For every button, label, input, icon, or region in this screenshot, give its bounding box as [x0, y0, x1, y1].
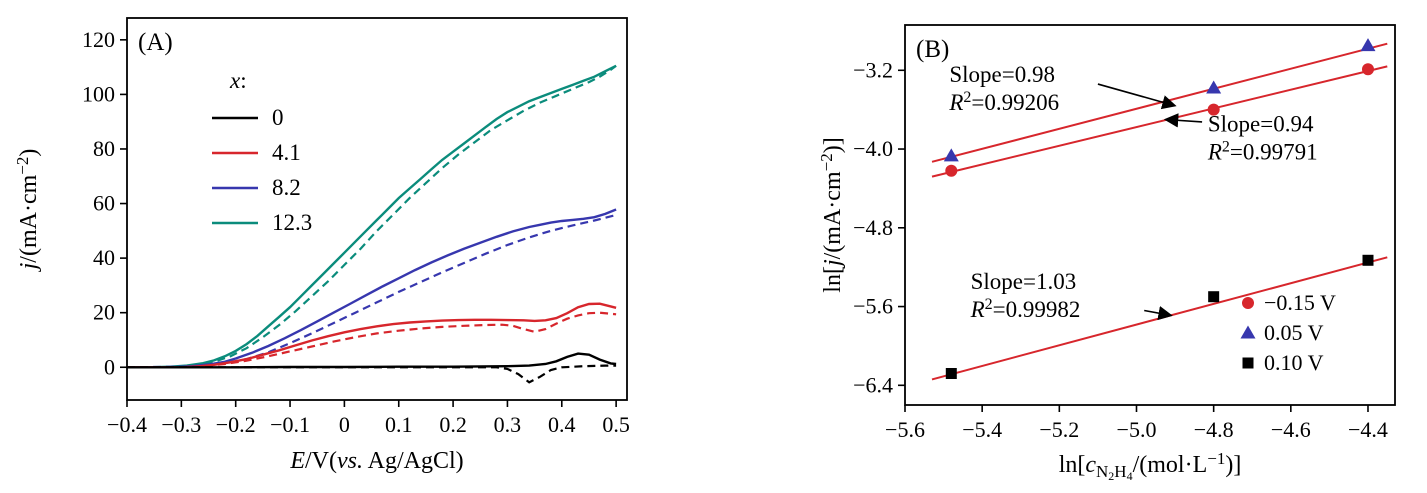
legend-label: 0.05 V: [1264, 320, 1324, 345]
x-axis-label: ln[cN2H4/(mol·L−1)]: [1059, 449, 1242, 483]
marker-square: [1208, 291, 1220, 303]
marker-circle: [1242, 297, 1254, 309]
x-tick-label: 0.3: [494, 412, 522, 437]
annotation-line: R2=0.99791: [1207, 138, 1318, 164]
panel-a-chart: −0.4 −0.3 −0.2 −0.1 0 0.1 0.2 0.3 0.4 0.5 0 20 40 60 8…: [13, 17, 630, 474]
y-tick-label: −3.2: [853, 57, 893, 82]
x-tick-label: 0: [339, 412, 350, 437]
marker-square: [945, 367, 957, 379]
plot-box: [904, 24, 1396, 406]
annotation-arrow: [1097, 83, 1177, 110]
data-points-0.05 V: [943, 38, 1376, 162]
y-tick-label: −4.0: [853, 136, 893, 161]
y-axis-label: ln[j/(mA·cm−2)]: [817, 137, 846, 292]
x-tick-label: −4.4: [1348, 417, 1388, 442]
fit-line: [931, 42, 1388, 163]
legend-label: 8.2: [272, 175, 301, 200]
y-tick-label: 0: [104, 354, 115, 379]
fit-line: [931, 65, 1388, 178]
x-tick-label: −5.4: [962, 417, 1002, 442]
x-tick-label: −0.2: [216, 412, 256, 437]
y-tick-label: 120: [82, 27, 115, 52]
y-tick-label: 60: [93, 191, 115, 216]
marker-triangle: [943, 148, 959, 162]
legend-label: 0.10 V: [1264, 350, 1324, 375]
x-tick-label: 0.1: [385, 412, 413, 437]
legend-title: x:: [229, 68, 247, 93]
x-tick-label: 0.5: [602, 412, 630, 437]
x-axis-label: E/V(vs. Ag/AgCl): [289, 448, 463, 474]
y-tick-label: 20: [93, 300, 115, 325]
marker-triangle: [1206, 80, 1222, 94]
annotation-line: Slope=0.94: [1208, 111, 1314, 136]
annotation-line: Slope=0.98: [949, 62, 1055, 87]
annotation-arrow: [1163, 113, 1203, 128]
y-tick-label: 100: [82, 81, 115, 106]
x-tick-label: −5.0: [1117, 417, 1157, 442]
annotation-line: Slope=1.03: [971, 269, 1077, 294]
y-tick-label: 80: [93, 136, 115, 161]
marker-square: [1362, 254, 1374, 266]
panel-b-chart: −5.6 −5.4 −5.2 −5.0 −4.8 −4.6 −4.4 −3.2 −4.0 −4.8…: [817, 24, 1396, 483]
marker-triangle: [1240, 325, 1256, 339]
curve-x-12.3-dashed: [127, 64, 617, 369]
y-axis-label: j/(mA·cm−2): [13, 149, 42, 273]
y-tick-label: 40: [93, 245, 115, 270]
panel-letter: (B): [916, 36, 949, 63]
curve-x-4.1-dashed: [127, 311, 617, 369]
x-tick-label: −5.6: [885, 417, 925, 442]
panel-letter: (A): [138, 29, 173, 56]
annotation-arrow: [1144, 306, 1173, 321]
marker-triangle: [1360, 38, 1376, 52]
x-tick-label: 0.4: [548, 412, 576, 437]
x-tick-label: −0.4: [107, 412, 147, 437]
legend: −0.15 V 0.05 V 0.10 V: [1240, 290, 1336, 375]
y-tick-label: −4.8: [853, 215, 893, 240]
x-tick-label: 0.2: [439, 412, 467, 437]
legend-label: 4.1: [272, 140, 301, 165]
x-tick-label: −4.6: [1271, 417, 1311, 442]
data-points-0.10 V: [945, 254, 1374, 379]
legend-label: 12.3: [272, 210, 312, 235]
y-tick-label: −5.6: [853, 294, 893, 319]
x-tick-label: −0.3: [161, 412, 201, 437]
y-tick-label: −6.4: [853, 372, 893, 397]
x-tick-label: −5.2: [1039, 417, 1079, 442]
x-tick-label: −4.8: [1194, 417, 1234, 442]
curve-x-4.1-solid: [127, 302, 617, 369]
marker-circle: [1361, 63, 1374, 76]
legend: x: 0 4.1 8.2 12.3: [212, 68, 312, 235]
x-tick-label: −0.1: [270, 412, 310, 437]
curve-x-0-dashed: [127, 364, 617, 384]
curve-x-8.2-solid: [127, 208, 617, 369]
legend-label: 0: [272, 105, 284, 130]
curve-x-12.3-solid: [127, 64, 617, 369]
marker-circle: [945, 164, 958, 177]
annotation-line: R2=0.99982: [970, 296, 1081, 322]
marker-circle: [1207, 103, 1220, 116]
plot-box: [126, 17, 628, 401]
legend-label: −0.15 V: [1264, 290, 1336, 315]
data-points-−0.15 V: [945, 63, 1374, 177]
marker-square: [1242, 357, 1254, 369]
annotation-line: R2=0.99206: [948, 89, 1059, 115]
